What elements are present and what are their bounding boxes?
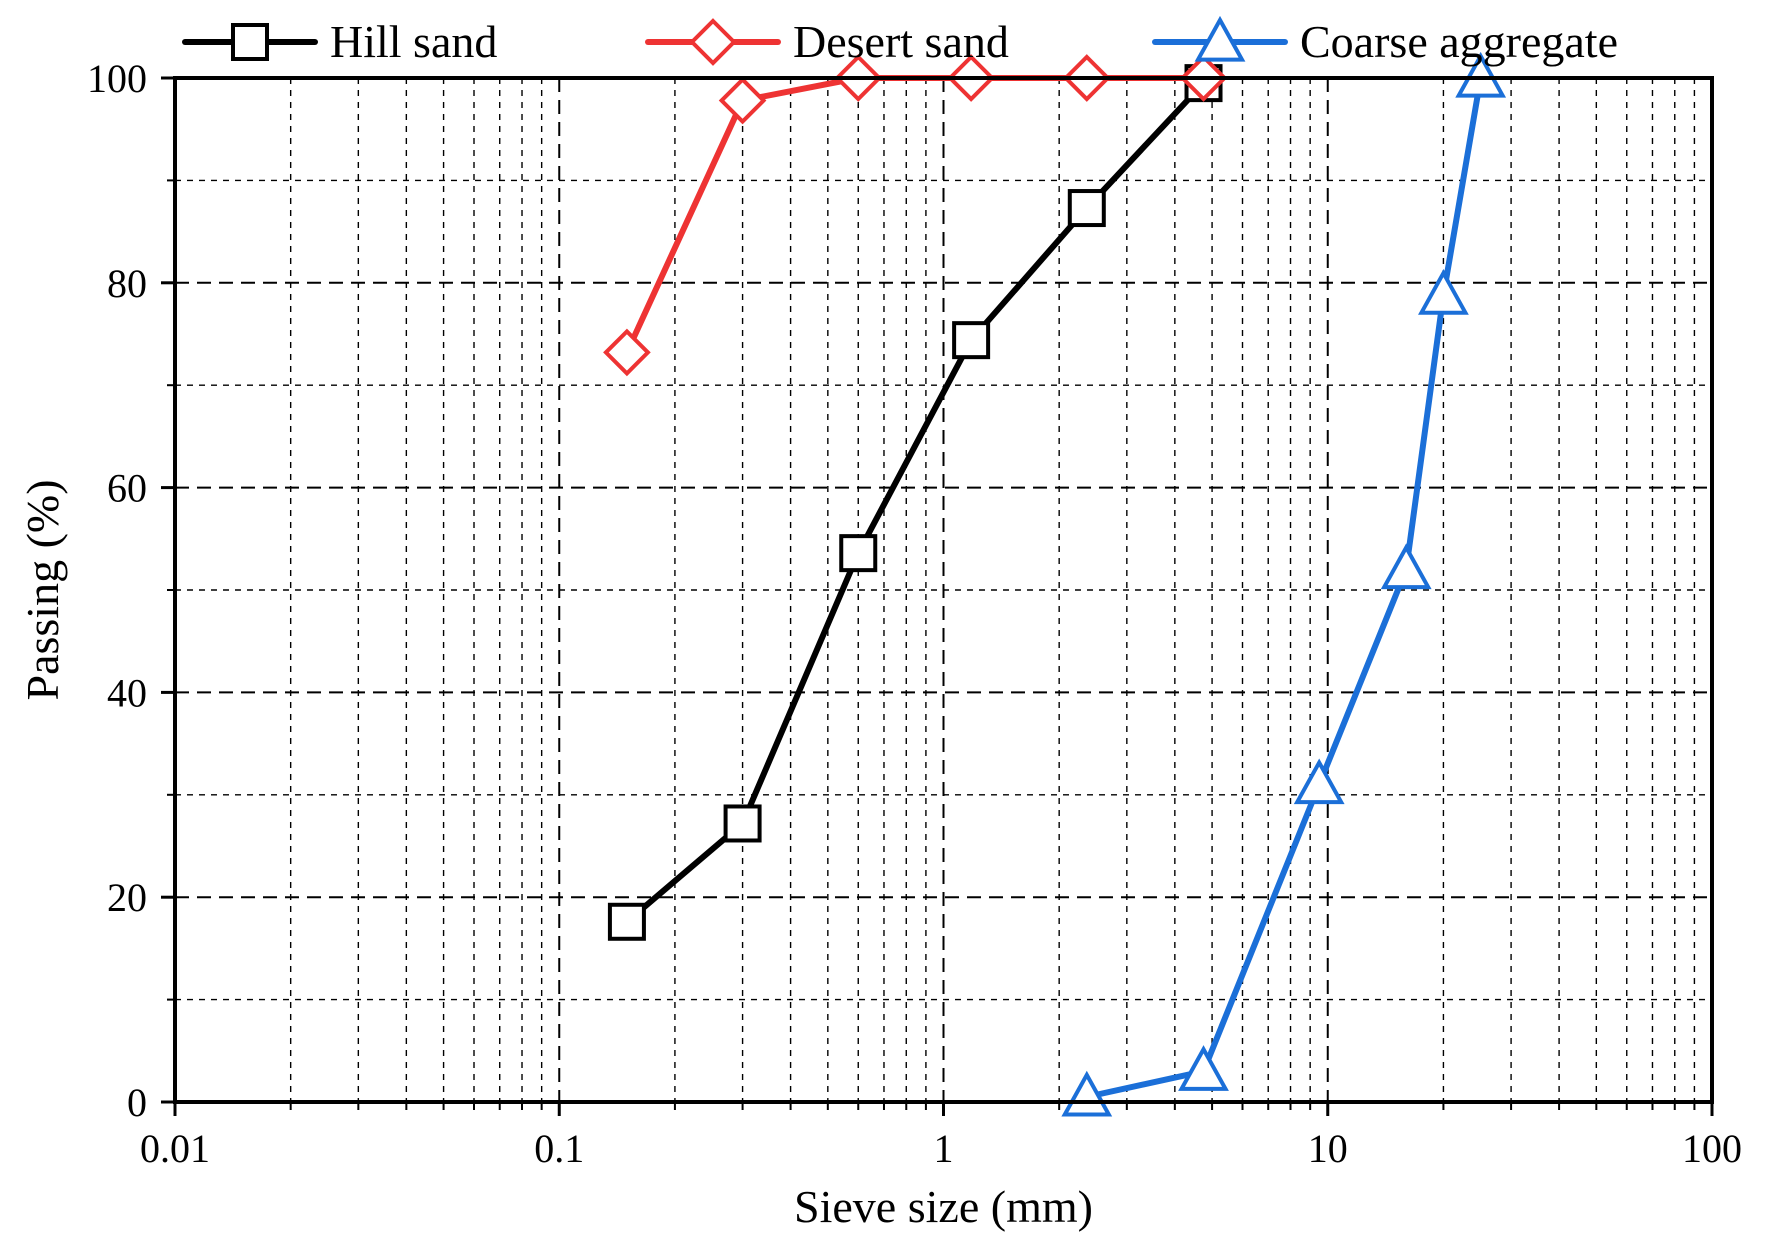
- data-point: [1455, 51, 1507, 98]
- data-point: [1380, 543, 1432, 590]
- x-tick-label: 1: [934, 1126, 954, 1171]
- y-tick-label: 100: [87, 56, 147, 101]
- data-point: [1293, 758, 1345, 805]
- legend: Hill sand Desert sand Coarse aggregate: [182, 15, 1618, 67]
- y-axis-title: Passing (%): [17, 479, 68, 700]
- x-tick-label: 100: [1682, 1126, 1742, 1171]
- series-line: [1083, 75, 1484, 1100]
- legend-marker: [231, 23, 269, 61]
- data-point: [1061, 1070, 1113, 1117]
- data-point: [839, 534, 878, 573]
- legend-label: Desert sand: [793, 16, 1009, 67]
- y-tick-label: 0: [127, 1080, 147, 1125]
- data-point: [723, 804, 762, 843]
- series-triangle: [1061, 51, 1507, 1117]
- legend-label: Hill sand: [330, 16, 497, 67]
- data-point: [952, 321, 991, 360]
- data-point: [1178, 1045, 1229, 1091]
- grid: [175, 78, 1712, 1102]
- legend-marker: [689, 18, 737, 66]
- y-tick-label: 60: [107, 466, 147, 511]
- data-point: [607, 902, 646, 941]
- x-axis-title: Sieve size (mm): [794, 1181, 1093, 1232]
- legend-marker: [1194, 15, 1246, 62]
- y-tick-label: 40: [107, 670, 147, 715]
- x-tick-label: 10: [1308, 1126, 1348, 1171]
- series-layer: [603, 51, 1507, 1117]
- data-point: [1067, 189, 1106, 228]
- data-point: [603, 328, 651, 377]
- axes: 0.01 0.1 1 10 100 0 20 40 60 80 100: [87, 56, 1742, 1171]
- x-tick-label: 0.01: [140, 1126, 210, 1171]
- data-point: [1418, 268, 1469, 315]
- series-line: [623, 80, 1207, 925]
- y-tick-label: 80: [107, 261, 147, 306]
- series-line: [623, 75, 1207, 356]
- data-point: [718, 76, 767, 125]
- series-square: [607, 64, 1223, 941]
- y-tick-label: 20: [107, 875, 147, 920]
- series-diamond: [603, 54, 1228, 377]
- legend-label: Coarse aggregate: [1300, 16, 1618, 67]
- x-tick-label: 0.1: [534, 1126, 584, 1171]
